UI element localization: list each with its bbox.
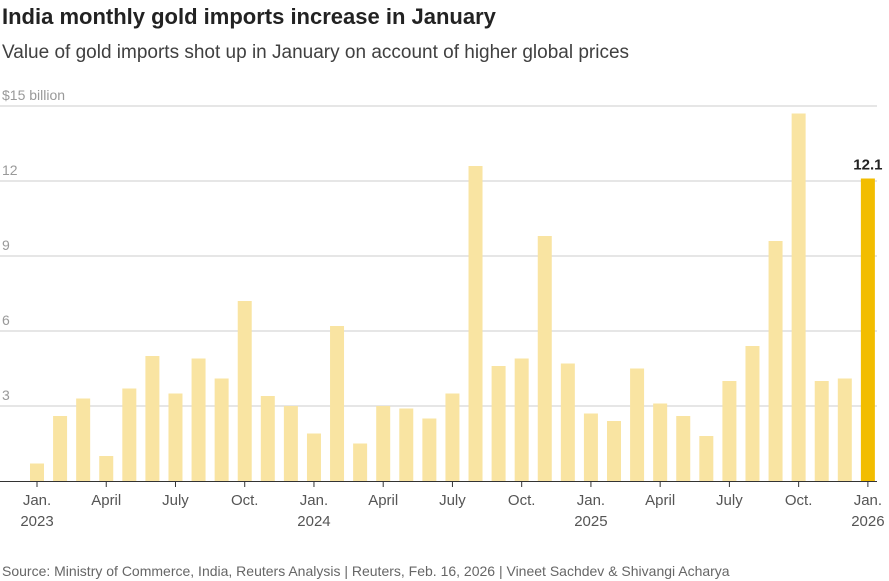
y-tick-label: $15 billion [2, 87, 65, 103]
bar-2023-08 [191, 358, 206, 481]
bar-2024-03 [353, 443, 368, 481]
bar-2025-06 [699, 436, 714, 481]
bar-2024-07 [445, 393, 460, 481]
x-tick-label: 2023 [20, 513, 53, 530]
x-tick-label: Oct. [231, 492, 259, 509]
bar-2023-03 [76, 398, 91, 481]
bar-2023-01 [30, 463, 44, 481]
x-tick-label: Jan. [577, 492, 605, 509]
labels: $15 billion 12 9 6 3 Jan. 2023 April July Oct. Jan… [2, 87, 885, 530]
bar-2024-09 [491, 366, 506, 481]
x-tick-label: July [716, 492, 743, 509]
bar-2024-11 [537, 236, 552, 481]
bar-2023-09 [214, 378, 229, 481]
bar-2023-10 [237, 301, 252, 481]
x-tick-label: 2026 [851, 513, 884, 530]
x-tick-label: April [368, 492, 398, 509]
bar-2024-02 [330, 326, 345, 481]
bar-2024-05 [399, 408, 414, 481]
y-tick-label: 12 [2, 162, 18, 178]
x-tick-label: Oct. [785, 492, 813, 509]
bar-2025-02 [607, 421, 621, 481]
bar-2025-01 [583, 413, 598, 481]
bar-2025-04 [653, 403, 668, 481]
x-tick-label: April [91, 492, 121, 509]
bar-2023-07 [168, 393, 183, 481]
bar-2025-11 [814, 381, 829, 481]
bar-2023-06 [145, 356, 160, 481]
bar-2025-03 [630, 368, 645, 481]
chart-title: India monthly gold imports increase in J… [2, 4, 496, 29]
x-tick-label: July [162, 492, 189, 509]
x-tick-label: July [439, 492, 466, 509]
x-tick-label: Jan. [854, 492, 882, 509]
bar-2024-04 [376, 406, 391, 481]
bar-2024-08 [468, 166, 483, 481]
bar-2025-07 [722, 381, 737, 481]
bar-2025-08 [745, 346, 760, 481]
x-tick-label: Oct. [508, 492, 536, 509]
bars [30, 113, 875, 481]
bar-2025-10 [791, 113, 806, 481]
bar-2023-12 [283, 406, 298, 481]
source-note: Source: Ministry of Commerce, India, Reu… [2, 563, 730, 579]
bar-2024-06 [422, 418, 437, 481]
bar-2023-04 [99, 456, 114, 481]
x-tick-label: Jan. [23, 492, 51, 509]
x-tick-label: April [645, 492, 675, 509]
x-tick-label: 2025 [574, 513, 607, 530]
bar-2023-11 [260, 396, 275, 481]
bar-chart: $15 billion 12 9 6 3 Jan. 2023 April July Oct. Jan… [0, 87, 885, 530]
x-tick-label: Jan. [300, 492, 328, 509]
bar-2025-12 [837, 378, 852, 481]
bar-2024-01 [306, 433, 321, 481]
bar-2026-01 [860, 178, 875, 481]
bar-2023-05 [122, 388, 137, 481]
data-label: 12.1 [853, 157, 882, 174]
bar-2024-12 [560, 363, 575, 481]
bar-2024-10 [514, 358, 529, 481]
x-tick-label: 2024 [297, 513, 330, 530]
bar-2025-05 [676, 416, 691, 481]
bar-2025-09 [768, 241, 783, 481]
chart-subtitle: Value of gold imports shot up in January… [2, 42, 630, 63]
bar-2023-02 [53, 416, 68, 481]
y-tick-label: 3 [2, 387, 10, 403]
y-tick-label: 9 [2, 237, 10, 253]
y-tick-label: 6 [2, 312, 10, 328]
